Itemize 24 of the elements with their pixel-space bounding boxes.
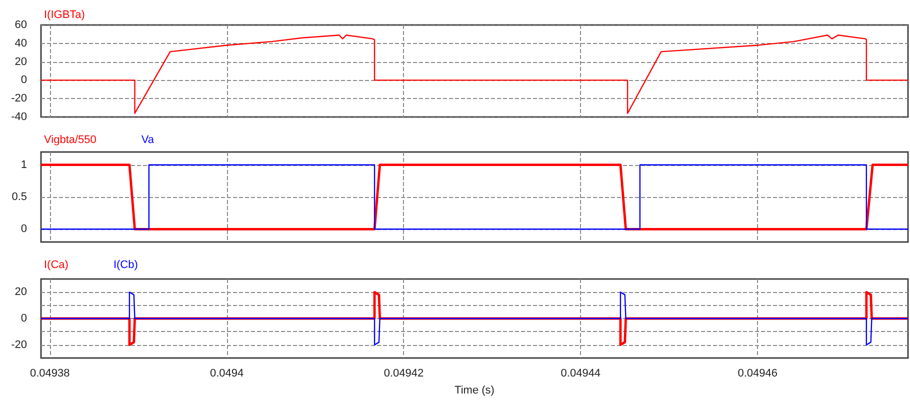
- y-tick-label: 40: [14, 37, 27, 50]
- series-label: Va: [141, 134, 155, 146]
- y-tick-label: 0: [20, 223, 27, 236]
- text: I(IGBTa): [44, 9, 85, 21]
- y-tick-label: 0.5: [12, 191, 27, 203]
- x-tick-label: 0.04944: [560, 368, 601, 380]
- y-tick-label: 20: [14, 286, 27, 298]
- y-tick-label: -40: [11, 111, 27, 123]
- x-tick-label: 0.04938: [30, 368, 70, 380]
- x-tick-label: 0.0494: [210, 368, 244, 380]
- series-label: Vigbta/550: [44, 134, 96, 146]
- y-tick-label: 0: [20, 312, 27, 324]
- y-tick-label: 20: [14, 56, 27, 68]
- text: I(Ca): [44, 259, 68, 271]
- line-series: [40, 34, 909, 114]
- y-tick-label: 1: [20, 158, 27, 171]
- y-tick-label: 60: [14, 19, 27, 31]
- y-tick-label: 0: [20, 74, 27, 86]
- y-tick-label: -20: [11, 338, 27, 351]
- x-tick-label: 0.04942: [384, 368, 424, 380]
- x-axis-title: Time (s): [454, 384, 494, 396]
- y-tick-label: -20: [11, 92, 27, 105]
- text: I(Cb): [113, 259, 138, 271]
- x-tick-label: 0.04946: [738, 368, 778, 380]
